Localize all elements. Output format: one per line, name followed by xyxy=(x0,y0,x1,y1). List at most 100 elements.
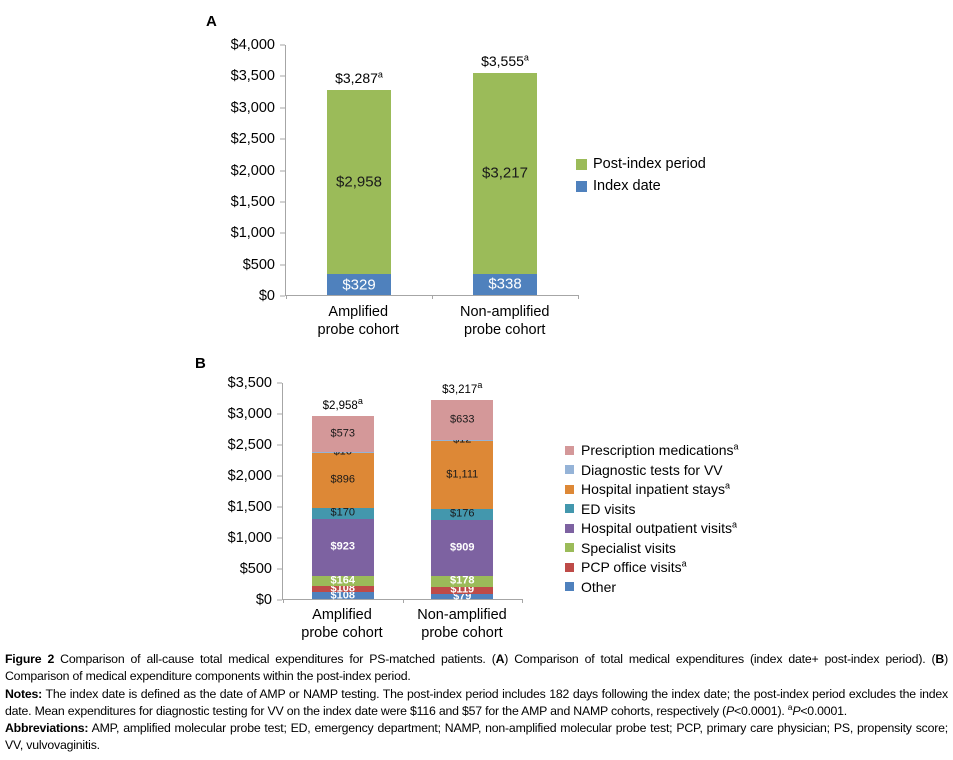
legend-label: Diagnostic tests for VV xyxy=(581,461,723,478)
bar-segment: $338 xyxy=(473,273,537,295)
segment-value-label: $329 xyxy=(342,276,376,294)
segment-value-label: $176 xyxy=(450,507,475,520)
bar-segment: $923 xyxy=(311,518,374,576)
bar-segment: $164 xyxy=(311,575,374,586)
y-axis-tick-mark xyxy=(280,201,285,203)
segment-value-label: $108 xyxy=(330,589,355,602)
y-axis-tick-label: $1,500 xyxy=(227,499,272,515)
segment-value-label: $119 xyxy=(450,583,475,596)
legend-label: PCP office visitsa xyxy=(581,558,687,575)
y-axis-tick-label: $1,000 xyxy=(230,225,275,242)
stacked-bar: $338 $3,217 $3,555a xyxy=(473,45,537,295)
legend-swatch-icon xyxy=(576,158,587,170)
bar-segment: $108 xyxy=(311,589,374,602)
x-axis-tick-mark xyxy=(402,599,404,603)
legend-label: Specialist visits xyxy=(581,539,676,556)
segment-value-label: $3,217 xyxy=(482,164,528,182)
legend-item: Index date xyxy=(576,178,706,194)
bar-segment: $176 xyxy=(431,507,494,520)
bar-segment: $16 xyxy=(311,446,374,457)
caption-figure-text: Figure 2 Comparison of all-cause total m… xyxy=(5,652,948,684)
y-axis-tick-label: $500 xyxy=(242,256,275,273)
segment-value-label: $633 xyxy=(450,413,475,426)
bar-segment: $12 xyxy=(431,434,494,445)
y-axis-tick-mark xyxy=(277,475,282,477)
caption-abbreviations-text: Abbreviations: AMP, amplified molecular … xyxy=(5,721,948,753)
figure-caption: Figure 2 Comparison of all-cause total m… xyxy=(5,651,948,755)
bar-total-label: $2,958a xyxy=(322,396,363,413)
panel-b-label: B xyxy=(195,355,206,372)
y-axis-tick-label: $3,000 xyxy=(230,99,275,116)
segment-value-label: $178 xyxy=(450,574,475,587)
x-axis-tick-mark xyxy=(283,599,284,603)
legend-label: ED visits xyxy=(581,500,636,517)
y-axis-tick-label: $3,000 xyxy=(227,406,272,422)
x-axis-tick-mark xyxy=(286,295,287,299)
y-axis-tick-label: $2,000 xyxy=(230,162,275,179)
y-axis-tick-mark xyxy=(280,295,285,297)
y-axis-tick-mark xyxy=(277,568,282,570)
panel-a-legend: Post-index period Index date xyxy=(576,156,706,200)
bar-segment: $2,958 xyxy=(327,89,391,275)
bar-slot: $79$119$178 $909 $176 $1,111 $12 $633 $3,217a xyxy=(403,380,523,603)
y-axis-tick-mark xyxy=(280,170,285,171)
legend-label: Hospital inpatient staysa xyxy=(581,480,730,497)
legend-swatch-icon xyxy=(565,465,574,474)
y-axis-tick-label: $3,500 xyxy=(230,68,275,85)
y-axis-tick-label: $4,000 xyxy=(230,37,275,53)
segment-value-label: $170 xyxy=(330,506,355,519)
y-axis-tick-mark xyxy=(280,232,285,234)
legend-item: PCP office visitsa xyxy=(565,559,739,575)
legend-item: Prescription medicationsa xyxy=(565,442,739,458)
legend-swatch-icon xyxy=(565,523,574,533)
x-axis-tick-mark xyxy=(578,295,579,299)
legend-item: ED visits xyxy=(565,501,739,517)
panel-b-legend: Prescription medicationsa Diagnostic test… xyxy=(565,442,739,598)
legend-swatch-icon xyxy=(565,562,574,572)
bar-segment: $108 xyxy=(311,582,374,595)
segment-value-label: $573 xyxy=(330,427,355,440)
bar-segment: $329 xyxy=(327,274,391,295)
y-axis-tick-label: $2,500 xyxy=(230,131,275,148)
bar-slot: $108 $108 $164 $923 $170 $896 $16 $573 $2,958a xyxy=(283,383,403,602)
y-axis-tick-label: $2,500 xyxy=(227,437,272,453)
segment-value-label: $909 xyxy=(450,541,475,554)
legend-swatch-icon xyxy=(565,543,574,552)
panel-a-x-axis-labels: Amplified probe cohort Non-amplified probe … xyxy=(285,303,578,339)
legend-item: Specialist visits xyxy=(565,540,739,556)
y-axis-tick-label: $0 xyxy=(255,592,272,608)
category-label: Non-amplified probe cohort xyxy=(417,607,507,641)
y-axis-tick-mark xyxy=(277,506,282,508)
bar-total-label: $3,217a xyxy=(442,380,483,397)
y-axis-tick-mark xyxy=(280,138,285,140)
bar-segment: $573 xyxy=(311,416,374,452)
bar-segment: $633 xyxy=(431,400,494,440)
segment-value-label: $108 xyxy=(330,582,355,595)
bar-segment: $178 xyxy=(431,574,494,587)
bar-total-label: $3,287a xyxy=(335,68,383,86)
bar-segment: $79 xyxy=(431,590,494,603)
legend-swatch-icon xyxy=(565,504,574,513)
legend-swatch-icon xyxy=(565,484,574,494)
bar-segment: $3,217 xyxy=(473,72,537,274)
segment-value-label: $338 xyxy=(488,275,522,293)
panel-a-label: A xyxy=(206,13,217,30)
segment-value-label: $79 xyxy=(453,590,472,603)
y-axis-tick-mark xyxy=(277,537,282,539)
y-axis-tick-mark xyxy=(277,444,282,446)
legend-item: Hospital inpatient staysa xyxy=(565,481,739,497)
y-axis-tick-mark xyxy=(277,599,282,601)
bar-slot: $329 $2,958 $3,287a xyxy=(286,45,432,295)
segment-value-label: $923 xyxy=(330,540,355,553)
legend-item: Post-index period xyxy=(576,156,706,172)
panel-b-x-axis-labels: Amplified probe cohort Non-amplified probe … xyxy=(282,606,522,642)
category-label: Non-amplified probe cohort xyxy=(460,304,550,338)
y-axis-tick-mark xyxy=(280,264,285,266)
segment-value-label: $1,111 xyxy=(446,468,479,481)
bar-total-label: $3,555a xyxy=(481,52,529,69)
y-axis-tick-label: $2,000 xyxy=(227,468,272,484)
x-axis-tick-mark xyxy=(432,295,433,299)
stacked-bar: $79$119$178 $909 $176 $1,111 $12 $633 $3,217a xyxy=(431,380,494,603)
y-axis-tick-mark xyxy=(280,75,285,77)
